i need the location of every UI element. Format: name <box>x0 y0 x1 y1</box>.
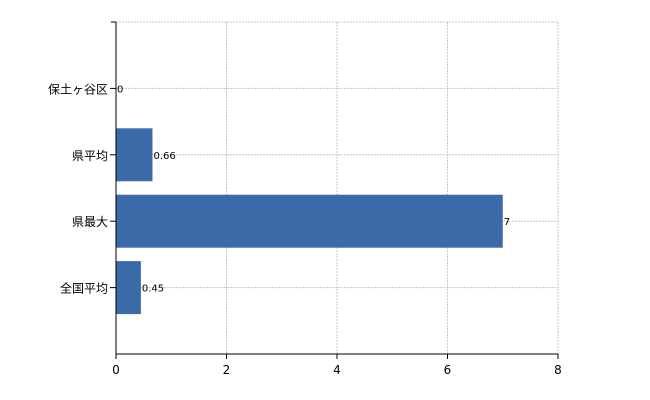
bars <box>116 128 503 315</box>
bar-data-label: 7 <box>504 217 510 228</box>
axes <box>110 21 559 359</box>
x-tick-label: 2 <box>223 363 231 377</box>
y-tick-label: 保土ヶ谷区 <box>48 82 108 96</box>
bar-data-label: 0.45 <box>142 284 164 295</box>
x-tick-label: 0 <box>112 363 120 377</box>
y-tick-label: 県平均 <box>72 149 108 163</box>
bar-data-label: 0 <box>117 84 123 95</box>
bar <box>116 261 141 315</box>
bar <box>116 194 503 248</box>
x-tick-label: 6 <box>444 363 452 377</box>
gridlines <box>116 21 559 354</box>
labels: 0 2 4 6 8 保土ヶ谷区 0 県平均 0.66 県最大 7 全国平均 0.45 <box>48 82 562 377</box>
x-tick-label: 8 <box>554 363 562 377</box>
y-tick-label: 県最大 <box>72 215 108 229</box>
x-tick-label: 4 <box>333 363 341 377</box>
y-tick-label: 全国平均 <box>60 281 108 296</box>
bar-data-label: 0.66 <box>153 151 175 162</box>
bar <box>116 128 153 182</box>
